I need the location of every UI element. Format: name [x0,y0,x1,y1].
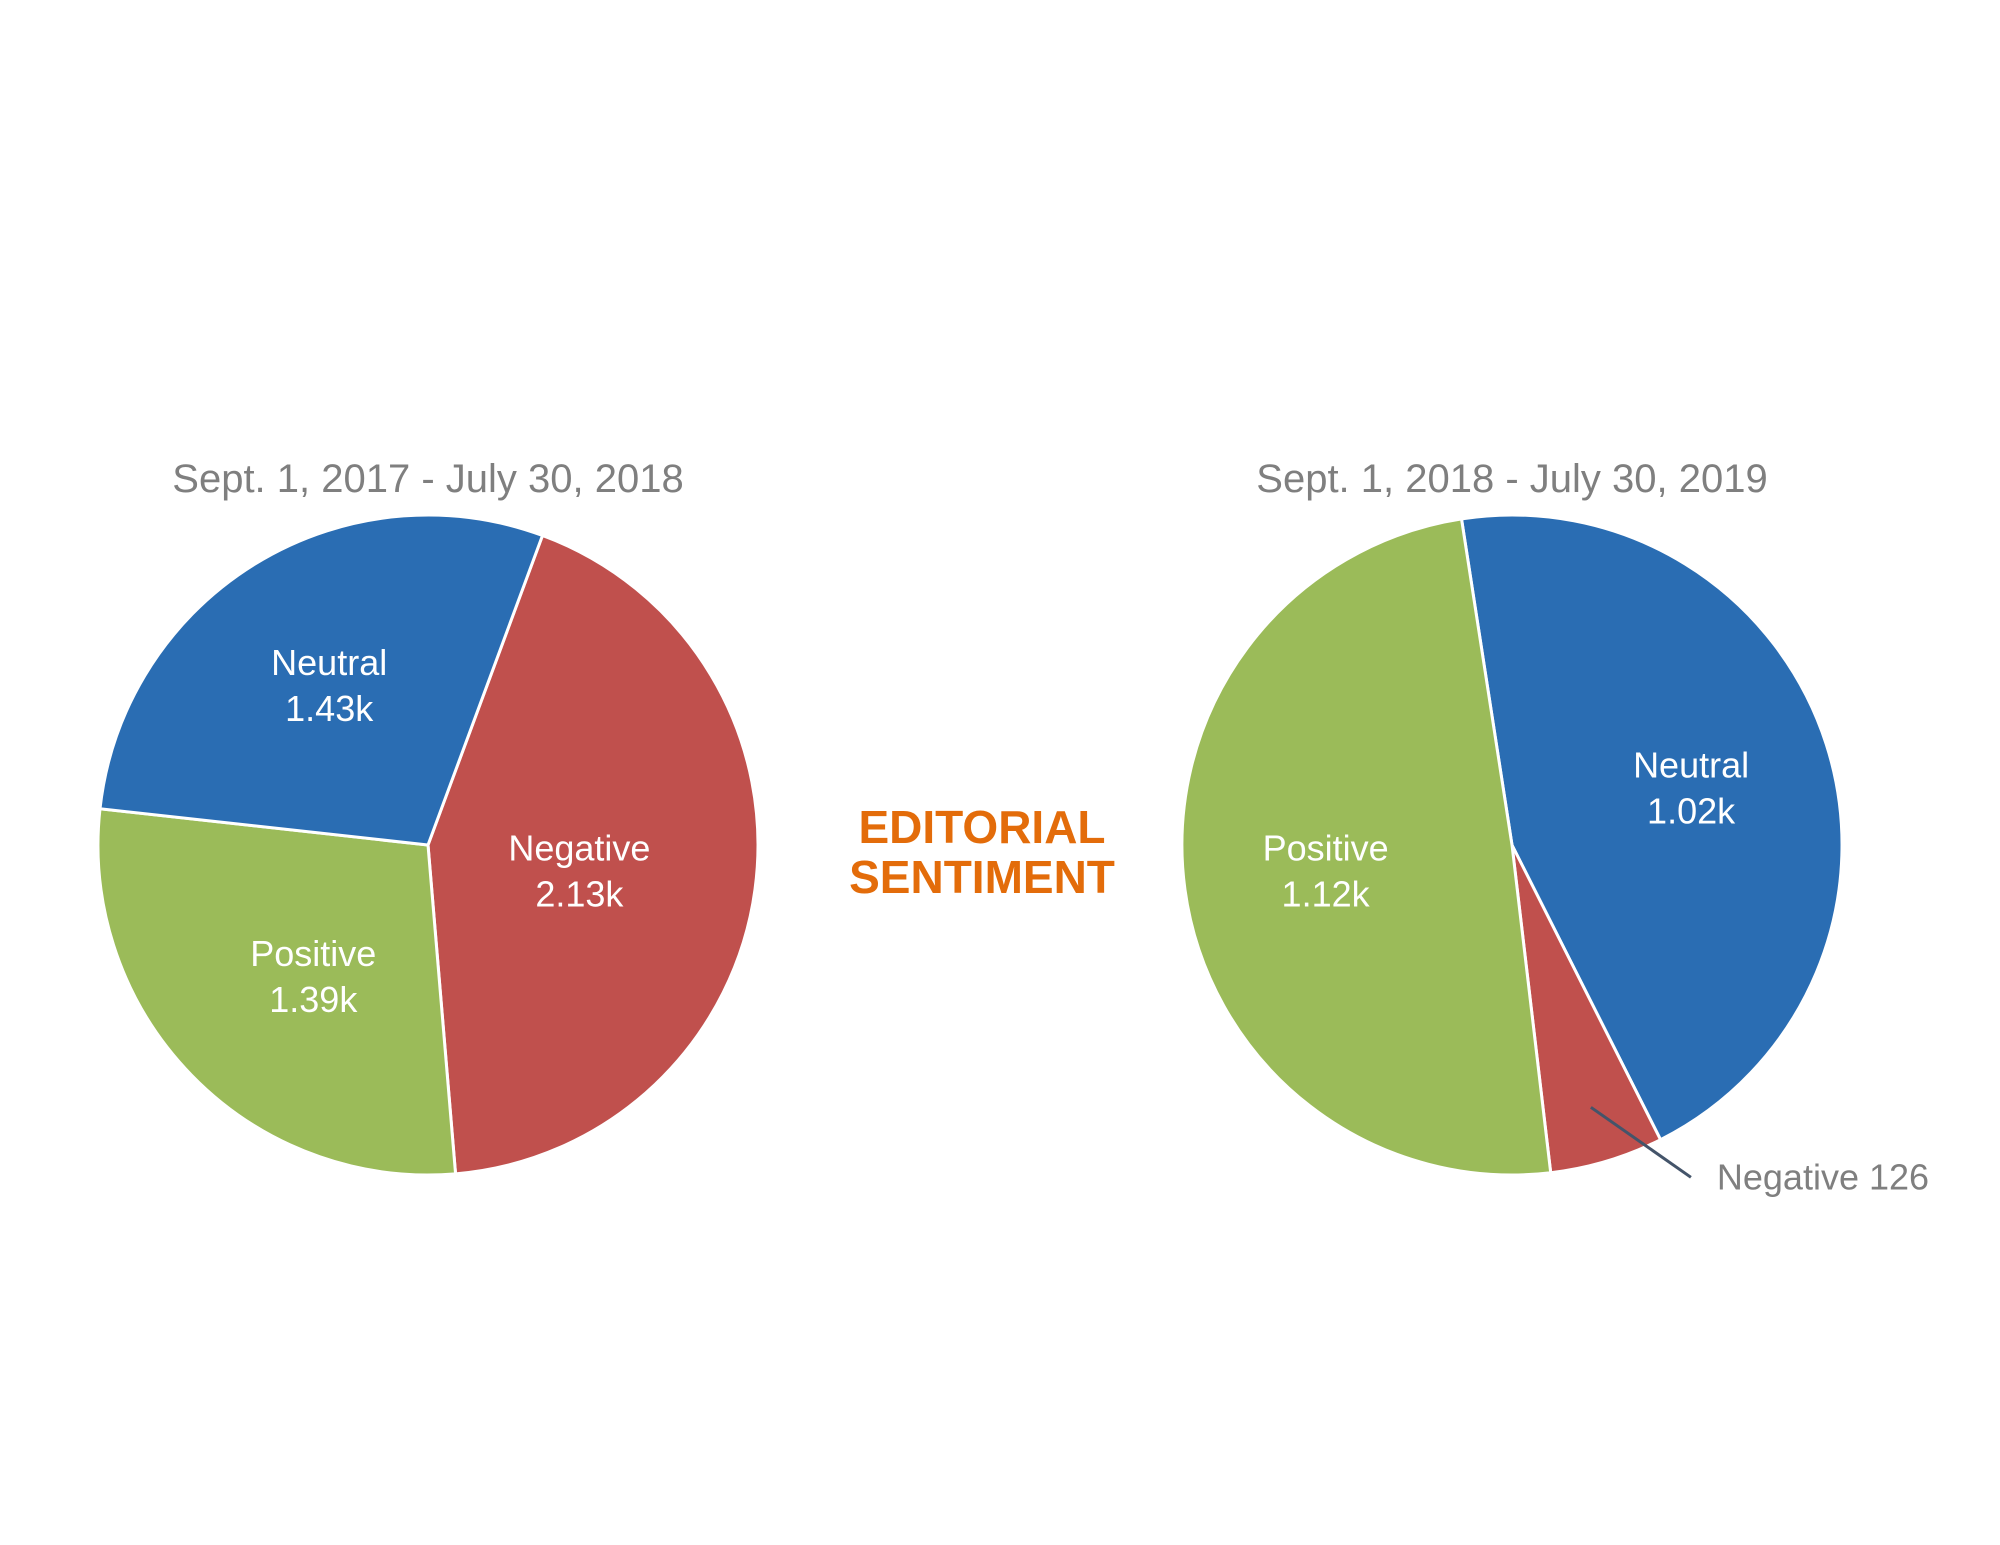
slice-value-neutral: 1.02k [1647,791,1736,832]
slice-value-positive: 1.39k [269,979,358,1020]
pie-slice-neutral [1460,513,1844,1142]
pie-chart-2017-2018: Sept. 1, 2017 - July 30, 2018 Negative 2.… [96,457,760,1177]
callout-label-negative: Negative 126 [1717,1156,1929,1197]
slice-label-positive: Positive [250,933,376,974]
slice-value-positive: 1.12k [1282,873,1371,914]
center-title: EDITORIAL SENTIMENT [849,801,1115,903]
center-title-line2: SENTIMENT [849,851,1115,903]
pie-labels-2017-2018: Negative 2.13k Positive 1.39k Neutral 1.43k [250,642,650,1020]
slice-value-neutral: 1.43k [285,688,374,729]
center-title-line1: EDITORIAL [858,801,1105,853]
slice-label-neutral: Neutral [271,642,387,683]
pie-slice-neutral [98,513,544,847]
pie-title-2017-2018: Sept. 1, 2017 - July 30, 2018 [172,457,683,501]
pie-slice-positive [96,807,458,1177]
pie-slices-2018-2019 [1180,513,1844,1177]
callout-line-negative [1590,1106,1692,1179]
slice-label-negative: Negative [508,827,650,868]
pie-chart-2018-2019: Sept. 1, 2018 - July 30, 2019 Neutral 1.0… [1180,457,1929,1198]
slice-label-neutral: Neutral [1633,745,1749,786]
pie-slice-positive [1180,517,1553,1177]
slice-value-negative: 2.13k [535,873,624,914]
pie-slice-negative [426,534,760,1176]
pie-slices-2017-2018 [96,513,760,1177]
slice-label-positive: Positive [1263,827,1389,868]
pie-title-2018-2019: Sept. 1, 2018 - July 30, 2019 [1256,457,1767,501]
pie-labels-2018-2019: Neutral 1.02k Negative 126 Positive 1.12k [1263,745,1929,1198]
